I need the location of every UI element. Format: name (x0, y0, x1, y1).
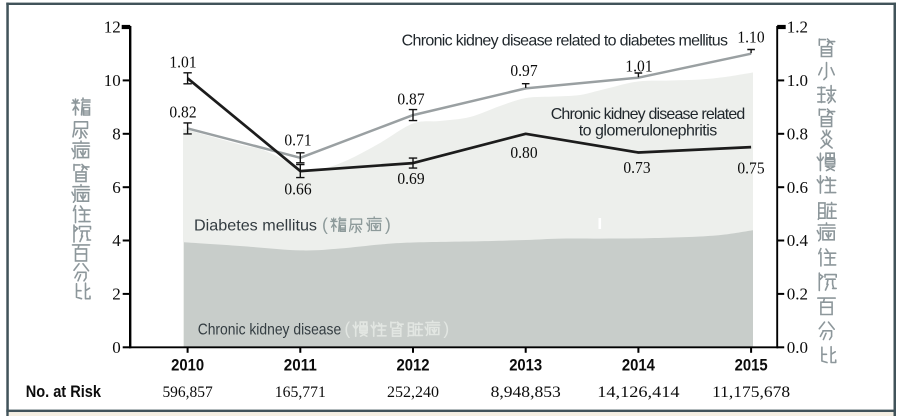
svg-text:14,126,414: 14,126,414 (597, 384, 679, 401)
svg-text:12: 12 (104, 18, 121, 37)
svg-text:4: 4 (112, 231, 121, 250)
svg-text:0.4: 0.4 (787, 231, 809, 250)
svg-text:0.82: 0.82 (169, 103, 196, 122)
svg-text:165,771: 165,771 (275, 384, 326, 401)
svg-text:0.80: 0.80 (510, 143, 537, 162)
svg-text:Diabetes mellitus: Diabetes mellitus (194, 218, 317, 235)
svg-text:2: 2 (112, 285, 121, 304)
svg-text:No. at Risk: No. at Risk (26, 383, 102, 401)
svg-text:1.10: 1.10 (737, 28, 764, 47)
svg-text:596,857: 596,857 (162, 384, 212, 401)
svg-text:1.2: 1.2 (787, 18, 808, 37)
svg-text:2011: 2011 (284, 356, 317, 375)
svg-text:1.01: 1.01 (625, 57, 652, 76)
svg-text:): ) (443, 319, 449, 339)
svg-text:Chronic kidney disease: Chronic kidney disease (198, 322, 342, 339)
svg-text:252,240: 252,240 (387, 384, 439, 401)
svg-text:0.87: 0.87 (397, 90, 425, 109)
svg-text:): ) (385, 215, 391, 235)
svg-text:0.6: 0.6 (787, 178, 808, 197)
svg-text:2015: 2015 (735, 356, 768, 375)
svg-text:Chronic kidney disease related: Chronic kidney disease related to diabet… (402, 33, 728, 50)
svg-text:11,175,678: 11,175,678 (712, 384, 790, 401)
svg-text:0.75: 0.75 (737, 159, 764, 178)
svg-text:(: ( (344, 319, 350, 339)
svg-text:0.0: 0.0 (787, 338, 808, 357)
svg-text:(: ( (322, 215, 328, 235)
svg-text:0.2: 0.2 (787, 285, 808, 304)
svg-text:2010: 2010 (171, 356, 204, 375)
svg-text:0: 0 (112, 338, 121, 357)
svg-text:6: 6 (112, 178, 121, 197)
svg-text:0.66: 0.66 (284, 180, 311, 199)
svg-text:2012: 2012 (397, 356, 430, 375)
svg-text:0.71: 0.71 (284, 131, 311, 150)
svg-text:2013: 2013 (509, 356, 542, 375)
svg-text:8: 8 (112, 124, 121, 143)
svg-text:2014: 2014 (622, 356, 655, 375)
svg-text:8,948,853: 8,948,853 (491, 384, 561, 401)
svg-text:0.97: 0.97 (510, 61, 538, 80)
svg-text:0.69: 0.69 (397, 169, 424, 188)
svg-text:to glomerulonephritis: to glomerulonephritis (579, 123, 718, 140)
svg-text:1.01: 1.01 (169, 53, 196, 72)
svg-text:0.73: 0.73 (623, 158, 650, 177)
svg-text:Chronic kidney disease related: Chronic kidney disease related (551, 106, 746, 123)
svg-text:0.8: 0.8 (787, 124, 808, 143)
svg-text:1.0: 1.0 (787, 71, 808, 90)
svg-text:10: 10 (104, 71, 121, 90)
